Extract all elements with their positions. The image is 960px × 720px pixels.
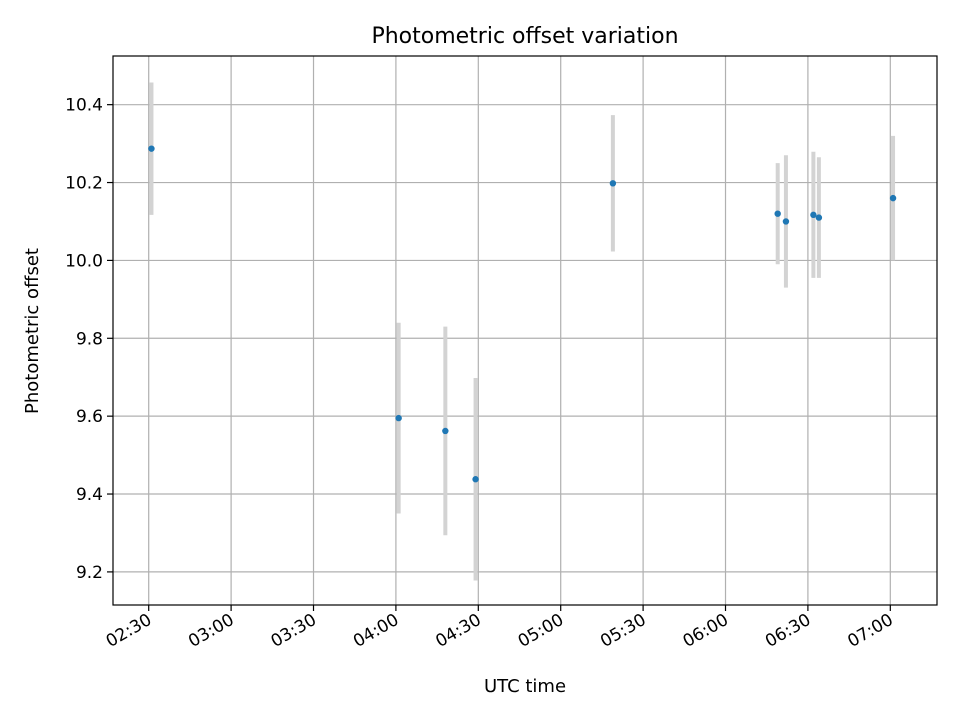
point-layer [148,145,897,483]
chart-title: Photometric offset variation [371,24,678,49]
data-point [889,194,897,202]
y-tick-label: 10.4 [65,96,103,116]
data-point [810,211,817,219]
data-point [774,210,781,217]
data-point [395,414,402,422]
data-point [442,427,449,435]
y-tick-label: 9.4 [76,485,103,505]
data-point [815,214,823,221]
y-tick-label: 9.2 [76,563,103,583]
y-tick-label: 9.8 [76,329,103,349]
x-axis-label: UTC time [484,676,566,697]
grid-layer [113,56,937,605]
y-tick-label: 10.2 [65,174,103,194]
y-tick-label: 9.6 [76,407,103,427]
data-point [609,180,617,187]
y-tick-label: 10.0 [65,251,103,271]
data-point [148,145,155,152]
plot-frame [112,55,938,606]
y-axis-label: Photometric offset [22,248,43,414]
data-point [782,218,790,225]
data-point [472,476,479,483]
